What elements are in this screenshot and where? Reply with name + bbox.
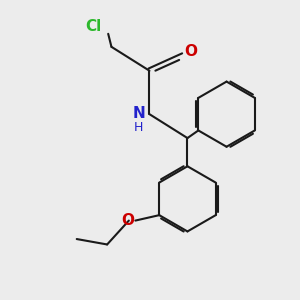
Text: O: O — [121, 213, 134, 228]
Text: N: N — [132, 106, 145, 121]
Text: O: O — [184, 44, 197, 59]
Text: Cl: Cl — [85, 19, 101, 34]
Text: H: H — [134, 121, 143, 134]
